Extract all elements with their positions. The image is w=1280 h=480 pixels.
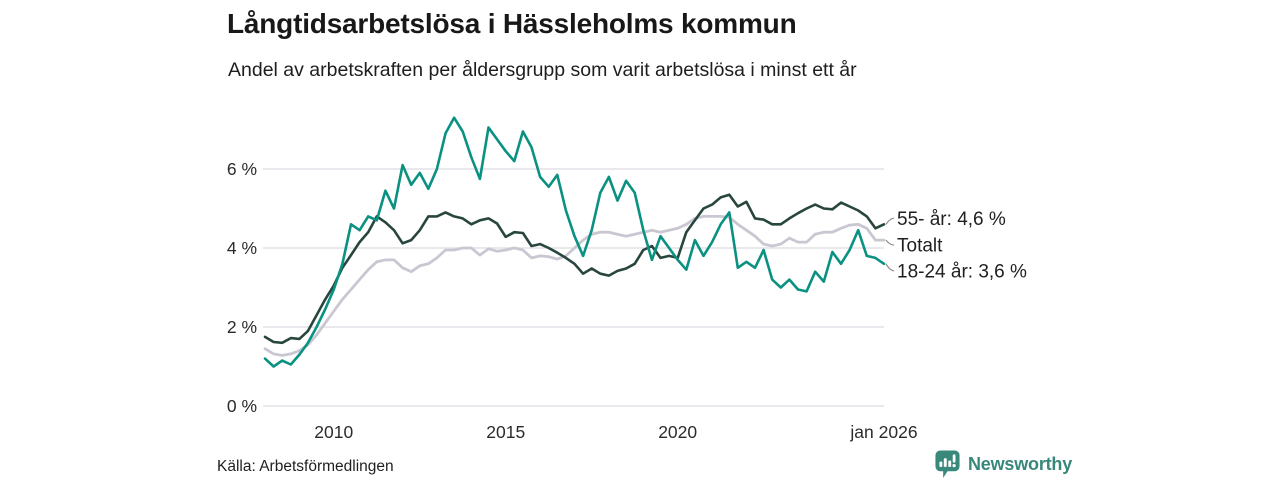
x-tick-label: jan 2026 — [849, 422, 917, 442]
legend-label-totalt: Totalt — [897, 236, 943, 257]
newsworthy-logo-text: Newsworthy — [968, 454, 1073, 474]
y-tick-label: 4 % — [227, 238, 257, 258]
legend-label-55-ar: 55- år: 4,6 % — [897, 209, 1006, 230]
x-tick-label: 2020 — [658, 422, 697, 442]
y-tick-label: 6 % — [227, 159, 257, 179]
y-tick-label: 2 % — [227, 317, 257, 337]
chart-title: Långtidsarbetslösa i Hässleholms kommun — [227, 8, 797, 39]
y-tick-label: 0 % — [227, 396, 257, 416]
source-note: Källa: Arbetsförmedlingen — [217, 458, 394, 475]
series-line-55-ar — [263, 193, 886, 345]
x-tick-label: 2010 — [314, 422, 353, 442]
newsworthy-logo-icon — [935, 450, 960, 478]
legend-connector-18-24-ar — [885, 263, 895, 272]
x-tick-label: 2015 — [486, 422, 525, 442]
legend-label-18-24-ar: 18-24 år: 3,6 % — [897, 261, 1027, 282]
series-line-18-24-ar — [263, 116, 886, 368]
legend-connector-55-ar — [885, 217, 895, 225]
legend-connector-totalt — [885, 239, 895, 246]
newsworthy-logo: Newsworthy — [934, 450, 1072, 479]
chart-subtitle: Andel av arbetskraften per åldersgrupp s… — [228, 59, 857, 81]
series-line-totalt — [263, 214, 886, 357]
